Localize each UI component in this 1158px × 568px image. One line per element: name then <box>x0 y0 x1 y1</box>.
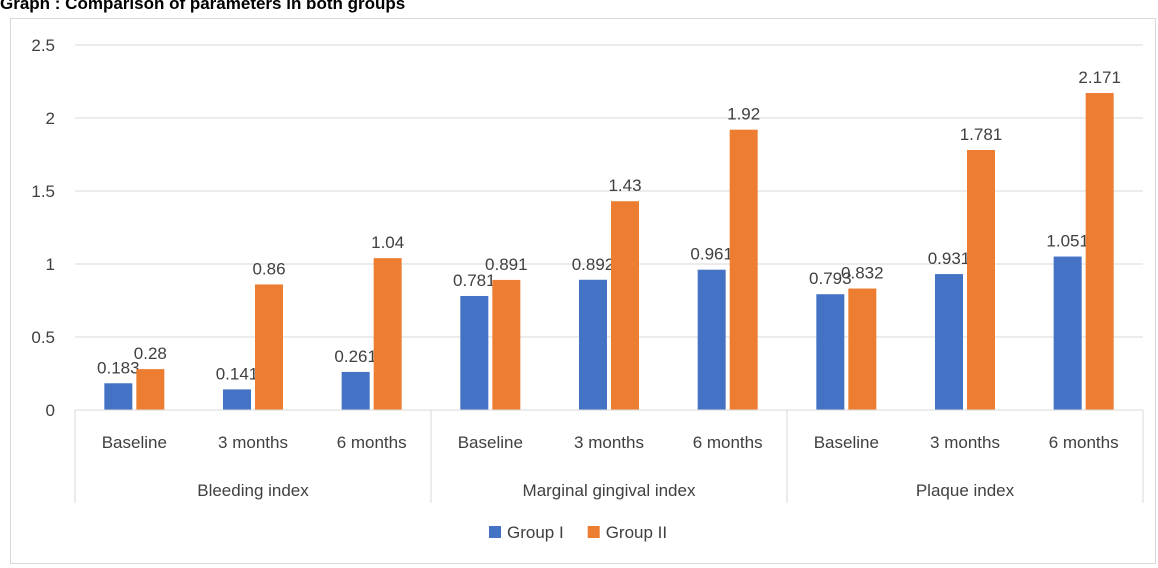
data-label: 2.171 <box>1078 68 1121 87</box>
legend-swatch-1 <box>489 526 501 538</box>
data-label: 0.891 <box>485 255 528 274</box>
chart-title: Graph : Comparison of parameters in both… <box>0 0 406 13</box>
bar-group-1 <box>460 295 489 410</box>
x-tick-label: 6 months <box>1049 433 1119 452</box>
bar-group-2 <box>1085 93 1114 410</box>
data-label: 1.92 <box>727 105 760 124</box>
data-label: 0.931 <box>928 249 971 268</box>
bar-group-2 <box>848 288 877 410</box>
y-tick-label: 0 <box>46 401 55 420</box>
x-tick-label: 3 months <box>930 433 1000 452</box>
bar-group-1 <box>935 274 963 410</box>
bar-group-1 <box>1053 256 1082 410</box>
data-label: 0.261 <box>334 347 377 366</box>
y-tick-label: 1 <box>46 255 55 274</box>
y-tick-label: 1.5 <box>31 182 55 201</box>
x-tick-label: Baseline <box>814 433 879 452</box>
group-label: Marginal gingival index <box>523 481 696 500</box>
x-tick-label: 6 months <box>337 433 407 452</box>
data-label: 0.86 <box>252 259 285 278</box>
x-tick-label: 6 months <box>693 433 763 452</box>
bar-group-2 <box>492 279 521 410</box>
group-label: Plaque index <box>916 481 1015 500</box>
data-label: 0.781 <box>453 271 496 290</box>
data-label: 0.832 <box>841 264 884 283</box>
bar-group-1 <box>341 371 370 410</box>
chart-frame <box>10 18 1156 564</box>
data-label: 0.28 <box>134 344 167 363</box>
bar-group-2 <box>729 129 758 410</box>
bar-group-1 <box>816 294 845 410</box>
data-label: 1.781 <box>960 125 1003 144</box>
legend-label: Group I <box>507 523 564 542</box>
data-label: 0.961 <box>690 245 733 264</box>
data-label: 1.051 <box>1046 232 1089 251</box>
bar-group-2 <box>136 369 165 410</box>
data-label: 0.183 <box>97 358 140 377</box>
data-label: 0.793 <box>809 269 852 288</box>
bar-group-1 <box>104 383 133 410</box>
bar-group-1 <box>223 389 251 410</box>
data-label: 0.141 <box>216 364 259 383</box>
group-label: Bleeding index <box>197 481 309 500</box>
x-tick-label: Baseline <box>102 433 167 452</box>
y-tick-label: 0.5 <box>31 328 55 347</box>
x-tick-label: 3 months <box>574 433 644 452</box>
legend-swatch-2 <box>587 526 600 538</box>
bar-group-2 <box>967 149 995 410</box>
data-label: 0.892 <box>572 255 615 274</box>
bar-group-1 <box>579 279 607 410</box>
x-tick-label: 3 months <box>218 433 288 452</box>
y-tick-label: 2.5 <box>31 36 55 55</box>
bar-group-1 <box>697 269 726 410</box>
data-label: 1.43 <box>608 176 641 195</box>
bar-group-2 <box>255 284 283 410</box>
bar-group-2 <box>611 201 639 410</box>
legend-label: Group II <box>606 523 667 542</box>
data-label: 1.04 <box>371 233 404 252</box>
y-tick-label: 2 <box>46 109 55 128</box>
x-tick-label: Baseline <box>458 433 523 452</box>
bar-group-2 <box>373 258 402 410</box>
